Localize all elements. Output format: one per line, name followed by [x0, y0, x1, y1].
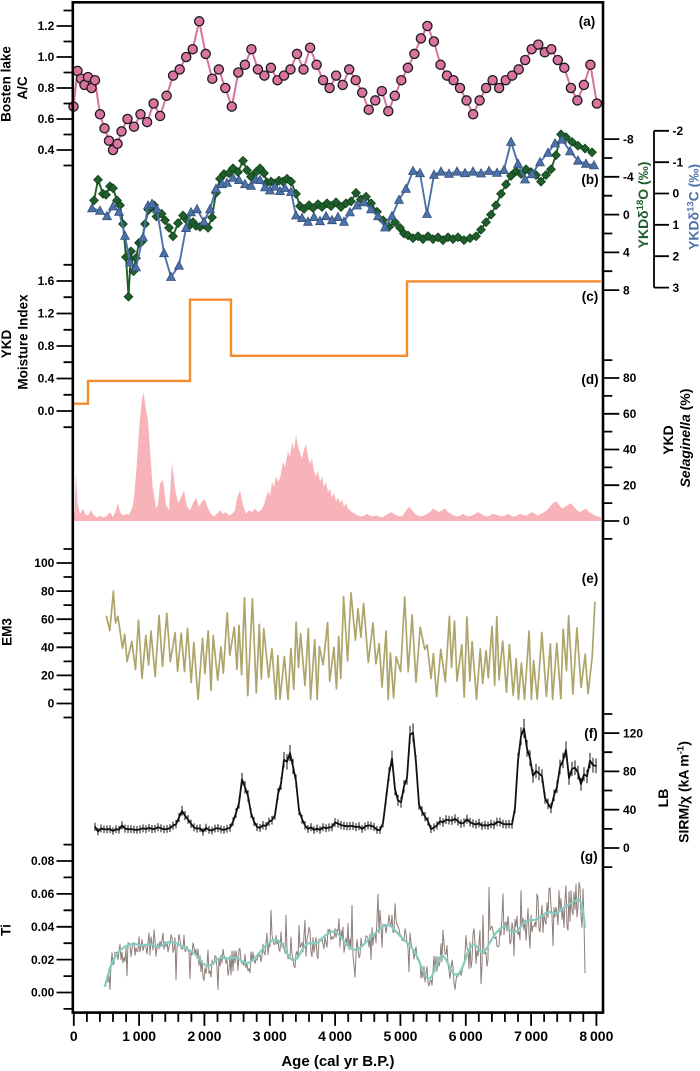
svg-text:0.0: 0.0	[38, 404, 55, 418]
svg-text:40: 40	[41, 641, 55, 655]
svg-text:EM3: EM3	[0, 618, 15, 646]
svg-text:-4: -4	[623, 170, 634, 184]
svg-text:0: 0	[623, 841, 630, 855]
svg-text:4: 4	[623, 246, 630, 260]
svg-text:(e): (e)	[582, 571, 599, 586]
svg-text:(a): (a)	[579, 14, 596, 29]
svg-text:80: 80	[623, 765, 637, 779]
svg-text:60: 60	[623, 407, 637, 421]
svg-text:Selaginella (%): Selaginella (%)	[677, 389, 693, 488]
svg-text:7 000: 7 000	[514, 1028, 548, 1044]
svg-text:8 000: 8 000	[579, 1028, 613, 1044]
svg-text:0: 0	[623, 514, 630, 528]
svg-text:40: 40	[623, 803, 637, 817]
svg-text:0.06: 0.06	[31, 887, 55, 901]
svg-text:20: 20	[623, 478, 637, 492]
svg-text:0.4: 0.4	[38, 372, 55, 386]
svg-text:(f): (f)	[584, 726, 598, 741]
svg-text:0.04: 0.04	[31, 920, 55, 934]
svg-text:0: 0	[48, 697, 55, 711]
svg-text:0.00: 0.00	[31, 986, 55, 1000]
svg-text:-8: -8	[623, 132, 634, 146]
svg-text:2 000: 2 000	[187, 1028, 221, 1044]
svg-text:0.02: 0.02	[31, 953, 55, 967]
svg-text:0.4: 0.4	[38, 143, 55, 157]
svg-text:SIRM/χ (kA m-1): SIRM/χ (kA m-1)	[676, 741, 692, 843]
svg-text:(c): (c)	[582, 289, 599, 304]
svg-text:80: 80	[623, 371, 637, 385]
svg-text:60: 60	[41, 612, 55, 626]
svg-text:YKD: YKD	[660, 425, 676, 455]
svg-text:0: 0	[673, 187, 680, 201]
svg-text:0.6: 0.6	[38, 112, 55, 126]
svg-text:120: 120	[623, 726, 643, 740]
svg-text:0.08: 0.08	[31, 854, 55, 868]
svg-text:Ti: Ti	[0, 924, 14, 936]
svg-text:0.8: 0.8	[38, 81, 55, 95]
svg-text:1.6: 1.6	[38, 274, 55, 288]
svg-text:100: 100	[34, 556, 54, 570]
svg-text:Bosten lake: Bosten lake	[0, 46, 14, 122]
svg-text:1: 1	[673, 218, 680, 232]
svg-text:YKD: YKD	[0, 330, 14, 359]
svg-text:0.8: 0.8	[38, 339, 55, 353]
svg-text:1.2: 1.2	[38, 307, 55, 321]
svg-text:Moisture Index: Moisture Index	[16, 294, 31, 390]
svg-text:LB: LB	[655, 789, 671, 808]
svg-text:2: 2	[673, 249, 680, 263]
svg-text:3: 3	[673, 281, 680, 295]
svg-text:80: 80	[41, 584, 55, 598]
svg-text:A/C: A/C	[15, 76, 30, 100]
svg-text:0: 0	[70, 1028, 78, 1044]
svg-text:YKDδ18O (‰): YKDδ18O (‰)	[635, 162, 651, 249]
svg-text:-2: -2	[673, 124, 684, 138]
svg-text:6 000: 6 000	[449, 1028, 483, 1044]
svg-text:1 000: 1 000	[122, 1028, 156, 1044]
svg-text:4 000: 4 000	[318, 1028, 352, 1044]
svg-text:Age (cal yr B.P.): Age (cal yr B.P.)	[281, 1053, 394, 1070]
svg-text:0: 0	[623, 208, 630, 222]
svg-text:1.2: 1.2	[38, 19, 55, 33]
svg-text:3 000: 3 000	[253, 1028, 287, 1044]
svg-text:1.0: 1.0	[38, 50, 55, 64]
svg-text:5 000: 5 000	[383, 1028, 417, 1044]
svg-text:(g): (g)	[580, 849, 597, 864]
svg-text:YKDδ13C (‰): YKDδ13C (‰)	[686, 164, 700, 250]
svg-text:(b): (b)	[581, 172, 598, 187]
svg-text:8: 8	[623, 283, 630, 297]
svg-text:40: 40	[623, 443, 637, 457]
svg-text:(d): (d)	[581, 372, 598, 387]
svg-text:20: 20	[41, 669, 55, 683]
svg-text:-1: -1	[673, 155, 684, 169]
